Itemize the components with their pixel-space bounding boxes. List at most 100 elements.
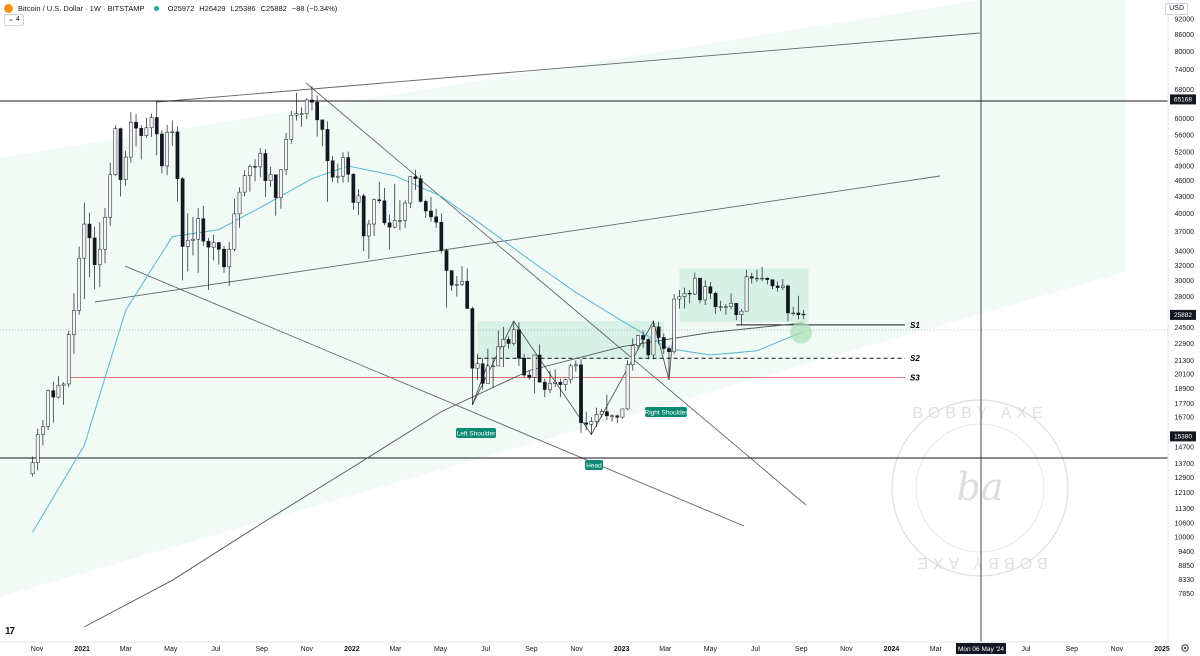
left-shoulder-badge: Left Shoulder — [456, 428, 496, 438]
candle — [191, 216, 195, 256]
candle — [279, 169, 283, 209]
candle — [444, 248, 449, 308]
candle-body — [672, 298, 677, 353]
candle-body — [61, 383, 66, 386]
candle-body — [351, 173, 356, 203]
candle — [211, 234, 216, 261]
target-circle — [790, 321, 812, 344]
time-tick-label: Sep — [1066, 646, 1079, 653]
indicators-toggle[interactable]: ⌄ 4 — [4, 14, 24, 26]
price-tick-label: 13700 — [1175, 461, 1195, 468]
time-tick-label: Jul — [751, 646, 760, 653]
candle-body — [284, 139, 288, 171]
candle — [263, 148, 268, 197]
upper-channel-line — [156, 32, 981, 103]
candle — [801, 310, 806, 320]
candle-body — [454, 284, 459, 286]
candle-body — [470, 308, 475, 369]
candle-body — [382, 200, 387, 224]
candle — [434, 208, 438, 228]
candle — [749, 272, 754, 284]
candle — [620, 408, 625, 419]
moving-average-gray-line — [84, 322, 804, 628]
candle — [387, 214, 392, 250]
head-badge: Head — [585, 460, 603, 470]
tradingview-logo-icon: 17 — [5, 626, 15, 637]
time-tick-label: Mar — [389, 646, 402, 653]
candle-body — [449, 270, 454, 286]
time-tick-label: Nov — [301, 646, 314, 653]
candle-body — [429, 210, 433, 218]
candle — [175, 126, 180, 202]
time-tick-label: Jul — [481, 646, 490, 653]
candle-body — [594, 414, 599, 422]
candle-body — [149, 117, 154, 129]
candle-body — [708, 286, 713, 294]
candle — [310, 86, 314, 110]
candle-body — [770, 279, 775, 287]
candle — [672, 294, 677, 354]
candle — [201, 205, 206, 246]
candle — [630, 338, 635, 371]
candle — [35, 428, 40, 471]
candle-body — [460, 280, 464, 285]
candle — [41, 419, 45, 446]
left-shoulder-label: Left Shoulder — [457, 430, 497, 437]
candle-body — [646, 339, 651, 356]
candle-body — [211, 242, 216, 248]
candle-body — [579, 364, 583, 424]
candle — [548, 370, 552, 394]
watermark-text-top: BOBBY AXE — [912, 405, 1047, 422]
price-tick-label: 16700 — [1175, 415, 1195, 422]
candle — [320, 119, 325, 147]
candle — [253, 159, 257, 182]
price-tick-label: 30000 — [1175, 278, 1195, 285]
candle — [506, 336, 511, 349]
candle — [123, 150, 128, 186]
price-tick-label: 10600 — [1175, 521, 1195, 528]
middle-trendline — [94, 175, 941, 303]
candle — [760, 266, 764, 282]
symbol-title[interactable]: Bitcoin / U.S. Dollar · 1W · BITSTAMP — [18, 3, 145, 13]
candle-body — [77, 257, 81, 311]
time-axis[interactable] — [0, 642, 1200, 656]
candle-body — [511, 329, 516, 344]
candle-body — [734, 303, 739, 316]
price-tick-label: 49000 — [1175, 163, 1195, 170]
time-tick-label: Mar — [930, 646, 943, 653]
price-axis[interactable] — [1168, 0, 1200, 656]
candle — [786, 284, 790, 322]
candle — [258, 148, 263, 178]
price-tick-label: 11300 — [1175, 506, 1194, 513]
price-tick-label: 12900 — [1175, 475, 1195, 482]
market-status-icon — [153, 5, 159, 11]
candle — [496, 330, 501, 367]
candle — [553, 369, 558, 388]
candle-body — [46, 390, 50, 427]
support-price-tag: 15380 — [1170, 431, 1196, 442]
candle-body — [786, 285, 790, 314]
candle-body — [330, 160, 335, 178]
candle — [299, 107, 304, 127]
time-tick-label: Jul — [211, 646, 220, 653]
candle — [284, 132, 288, 176]
candle-body — [66, 334, 71, 385]
price-tick-label: 8330 — [1178, 577, 1194, 584]
candle — [537, 344, 542, 383]
candle — [584, 411, 589, 431]
candle-body — [548, 383, 552, 390]
currency-button[interactable]: USD — [1165, 3, 1188, 15]
candle-body — [160, 133, 164, 167]
candle — [491, 359, 495, 389]
candle — [692, 272, 697, 295]
candle-body — [615, 415, 620, 418]
settings-gear-icon[interactable] — [1181, 644, 1189, 652]
left-shoulder-segment — [471, 363, 489, 406]
time-tick-label: 2025 — [1154, 646, 1170, 653]
chart-header: Bitcoin / U.S. Dollar · 1W · BITSTAMP O2… — [4, 2, 337, 14]
candle — [237, 187, 242, 228]
time-tick-label: Nov — [31, 646, 44, 653]
candle-body — [630, 345, 635, 366]
